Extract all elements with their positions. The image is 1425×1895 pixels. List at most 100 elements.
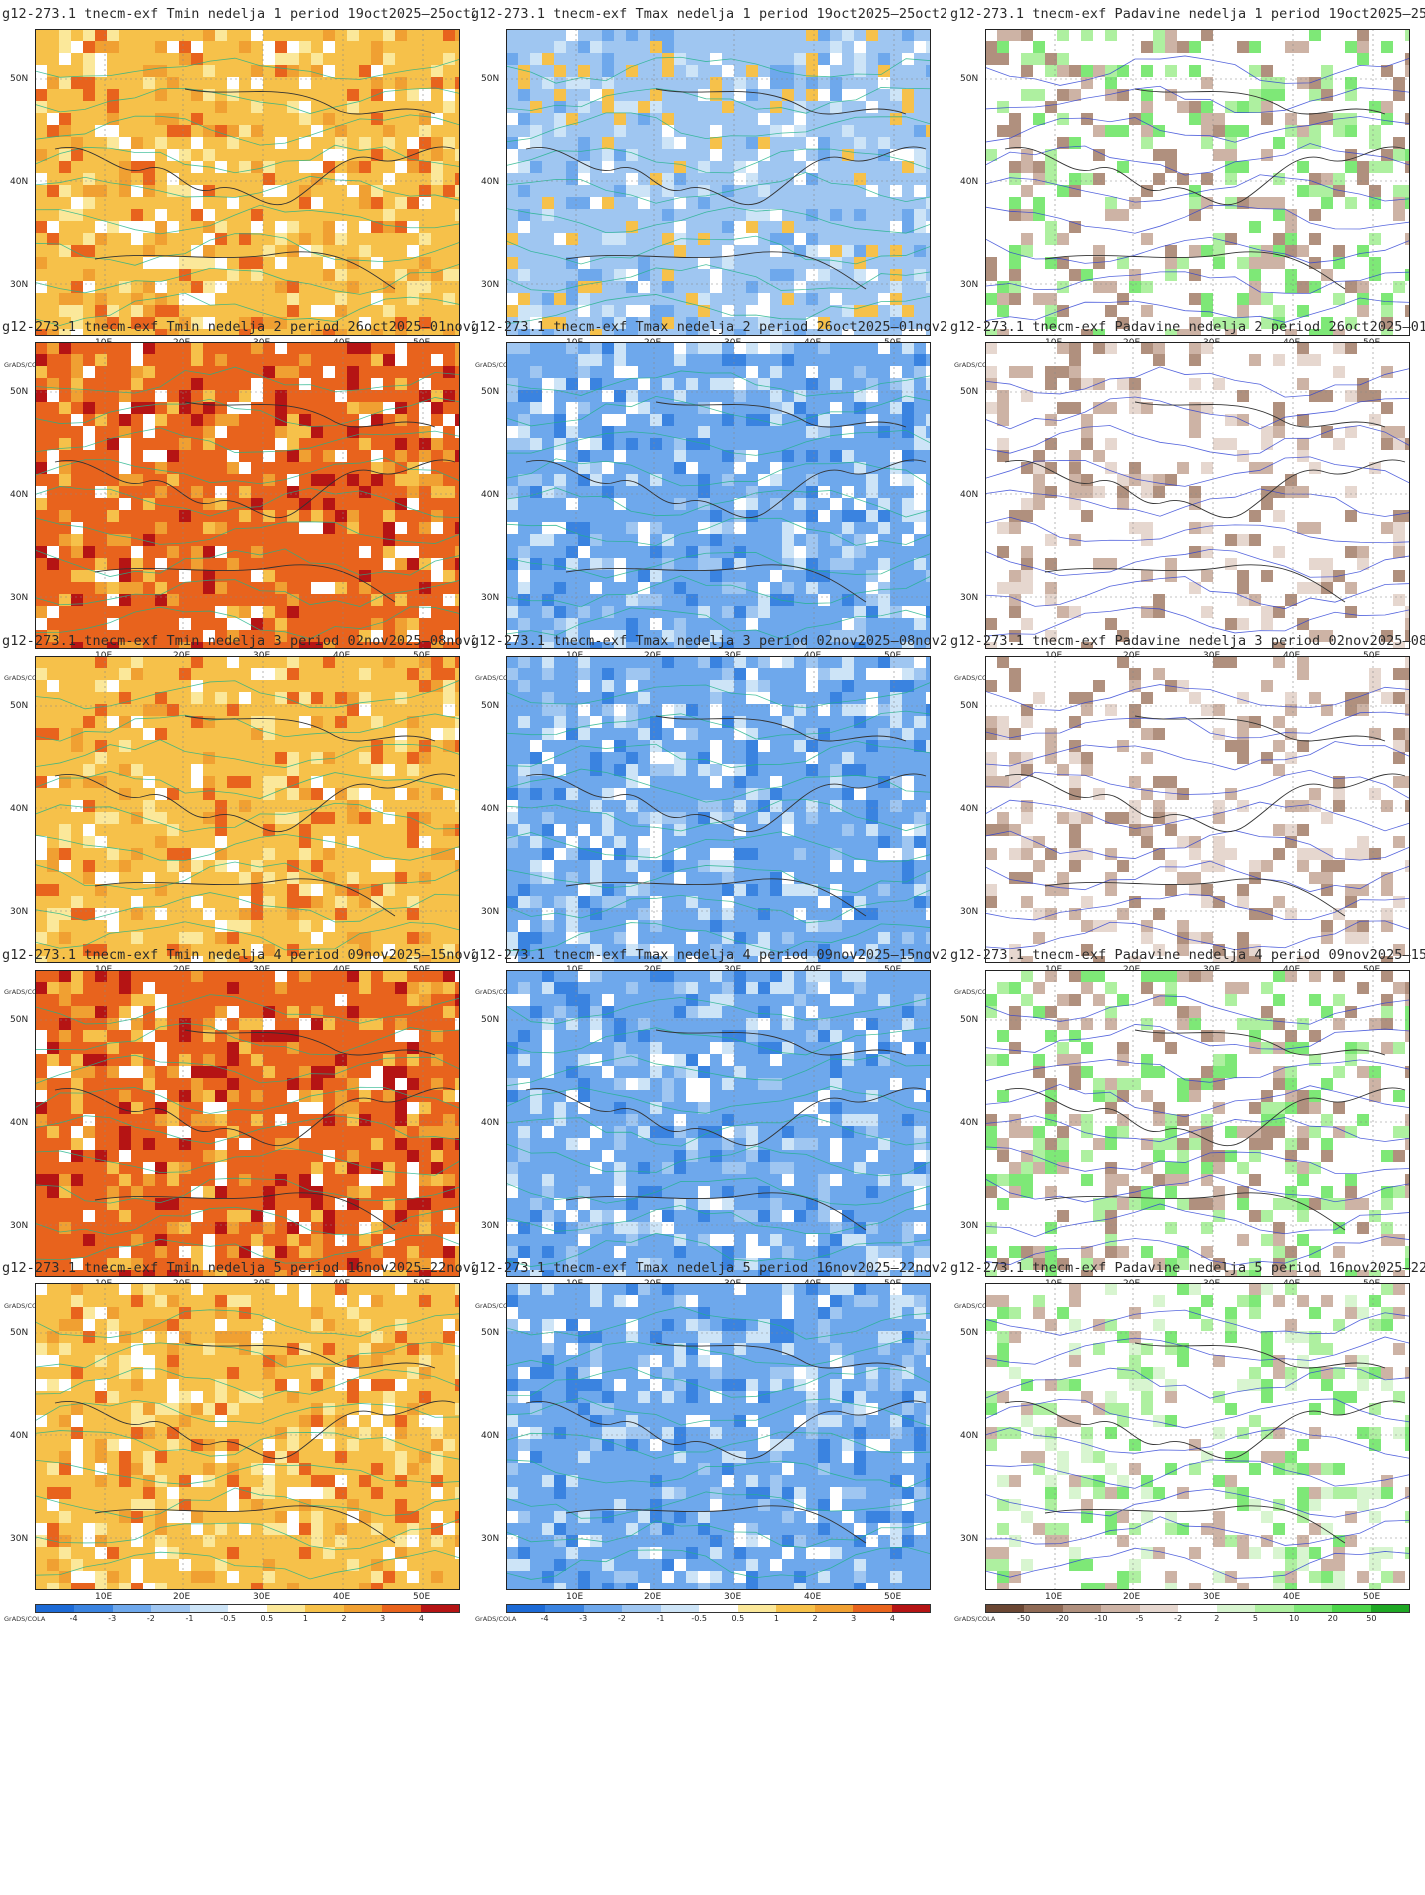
- contour-lines: [35, 1309, 460, 1580]
- coastline: [1004, 715, 1406, 917]
- map-frame: [506, 29, 931, 336]
- latitude-label: 40N: [960, 804, 979, 814]
- precip-map-canvas: [985, 1283, 1410, 1590]
- panel-title: g12-273.1 tnecm-exf Padavine nedelja 5 p…: [950, 1260, 1425, 1276]
- latitude-label: 30N: [10, 1221, 29, 1231]
- longitude-label: 50E: [1363, 1592, 1381, 1602]
- color-bar-swatch: [266, 1605, 306, 1612]
- grads-credit: GrADS/COLA: [4, 1302, 46, 1310]
- color-bar-tick-label: 1: [302, 1614, 308, 1623]
- color-bar-swatch: [1293, 1605, 1333, 1612]
- map-frame: [506, 342, 931, 649]
- latitude-label: 40N: [960, 1118, 979, 1128]
- precip-panel-week-2: g12-273.1 tnecm-exf Padavine nedelja 2 p…: [950, 313, 1425, 692]
- color-bar-swatch: [1024, 1605, 1063, 1612]
- latitude-label: 40N: [481, 1118, 500, 1128]
- map-frame: [985, 29, 1410, 336]
- coastline: [525, 1342, 927, 1544]
- precip-map-canvas: [985, 656, 1410, 963]
- shaded-anomaly-field: [985, 29, 1410, 336]
- coastline: [54, 401, 456, 603]
- longitude-label: 10E: [95, 1592, 113, 1602]
- latitude-label: 50N: [481, 1015, 500, 1025]
- color-bar-tick-label: 20: [1327, 1614, 1338, 1623]
- latitude-label: 40N: [481, 1431, 500, 1441]
- graticule: [506, 29, 931, 336]
- color-bar-swatch: [1255, 1605, 1294, 1612]
- precip-map-canvas: [985, 29, 1410, 336]
- precip-map: [985, 342, 1410, 649]
- color-bar-swatch: [776, 1605, 815, 1612]
- latitude-label: 40N: [960, 177, 979, 187]
- color-bar-tick-label: -20: [1055, 1614, 1069, 1623]
- latitude-label: 30N: [10, 907, 29, 917]
- tmax-map-canvas: [506, 656, 931, 963]
- grads-credit: GrADS/COLA: [475, 361, 517, 369]
- color-bar-tick-label: -5: [1135, 1614, 1144, 1623]
- contour-lines: [985, 995, 1410, 1266]
- longitude-label: 10E: [566, 1592, 584, 1602]
- color-bar-swatch: [1370, 1605, 1409, 1612]
- contour-lines: [506, 681, 931, 953]
- latitude-label: 50N: [10, 701, 29, 711]
- latitude-label: 50N: [10, 387, 29, 397]
- latitude-label: 40N: [960, 1431, 979, 1441]
- latitude-label: 40N: [960, 490, 979, 500]
- latitude-label: 30N: [960, 907, 979, 917]
- coastline: [54, 88, 456, 290]
- latitude-label: 50N: [481, 387, 500, 397]
- color-bar-tick-label: -1: [656, 1614, 665, 1623]
- tmin-map-canvas: [35, 29, 460, 336]
- panel-title: g12-273.1 tnecm-exf Padavine nedelja 2 p…: [950, 319, 1425, 335]
- tmax-map: [506, 1283, 931, 1590]
- map-frame: [985, 1283, 1410, 1590]
- latitude-label: 50N: [10, 74, 29, 84]
- contour-lines: [985, 55, 1410, 323]
- map-frame: [506, 970, 931, 1277]
- latitude-label: 30N: [960, 1221, 979, 1231]
- map-frame: [35, 970, 460, 1277]
- contour-lines: [506, 56, 931, 325]
- latitude-label: 50N: [481, 701, 500, 711]
- tmin-map-canvas: [35, 1283, 460, 1590]
- graticule: [506, 1283, 931, 1590]
- latitude-label: 30N: [10, 593, 29, 603]
- color-bar-tick-label: 0.5: [731, 1614, 745, 1623]
- precip-panel-week-4: g12-273.1 tnecm-exf Padavine nedelja 4 p…: [950, 941, 1425, 1320]
- tmin-panel-week-2: g12-273.1 tnecm-exf Tmin nedelja 2 perio…: [0, 313, 475, 692]
- shaded-anomaly-field: [35, 342, 460, 649]
- color-bar-tick-label: -4: [69, 1614, 78, 1623]
- color-bar-swatch: [737, 1605, 777, 1612]
- longitude-label: 40E: [333, 1592, 351, 1602]
- color-bar-ticks: -50 -20 -10 -5 -2 2 5 10 20 50: [985, 1614, 1410, 1626]
- map-frame: [985, 656, 1410, 963]
- color-bar-swatch: [420, 1605, 459, 1612]
- latitude-label: 40N: [481, 490, 500, 500]
- precip-map-canvas: [985, 970, 1410, 1277]
- latitude-label: 50N: [960, 74, 979, 84]
- color-bar-tick-label: -0.5: [220, 1614, 236, 1623]
- tmax-map: [506, 970, 931, 1277]
- precip-map-canvas: [985, 342, 1410, 649]
- tmin-map-canvas: [35, 342, 460, 649]
- coastline: [525, 715, 927, 917]
- latitude-label: 50N: [481, 1328, 500, 1338]
- color-bar-tick-label: -2: [1174, 1614, 1183, 1623]
- color-bar-swatch: [343, 1605, 383, 1612]
- color-bar-swatch: [814, 1605, 854, 1612]
- tmin-map-canvas: [35, 970, 460, 1277]
- shaded-anomaly-field: [506, 29, 931, 336]
- latitude-label: 30N: [960, 1534, 979, 1544]
- longitude-label: 50E: [884, 1592, 902, 1602]
- latitude-label: 30N: [481, 907, 500, 917]
- contour-lines: [985, 684, 1410, 951]
- latitude-label: 40N: [10, 177, 29, 187]
- precip-map: [985, 29, 1410, 336]
- longitude-label: 20E: [644, 1592, 662, 1602]
- panel-title: g12-273.1 tnecm-exf Tmax nedelja 2 perio…: [471, 319, 946, 335]
- tmax-map-canvas: [506, 970, 931, 1277]
- latitude-label: 50N: [481, 74, 500, 84]
- contour-lines: [35, 679, 460, 951]
- color-bar-tick-label: 4: [889, 1614, 895, 1623]
- color-bar-swatch: [507, 1605, 546, 1612]
